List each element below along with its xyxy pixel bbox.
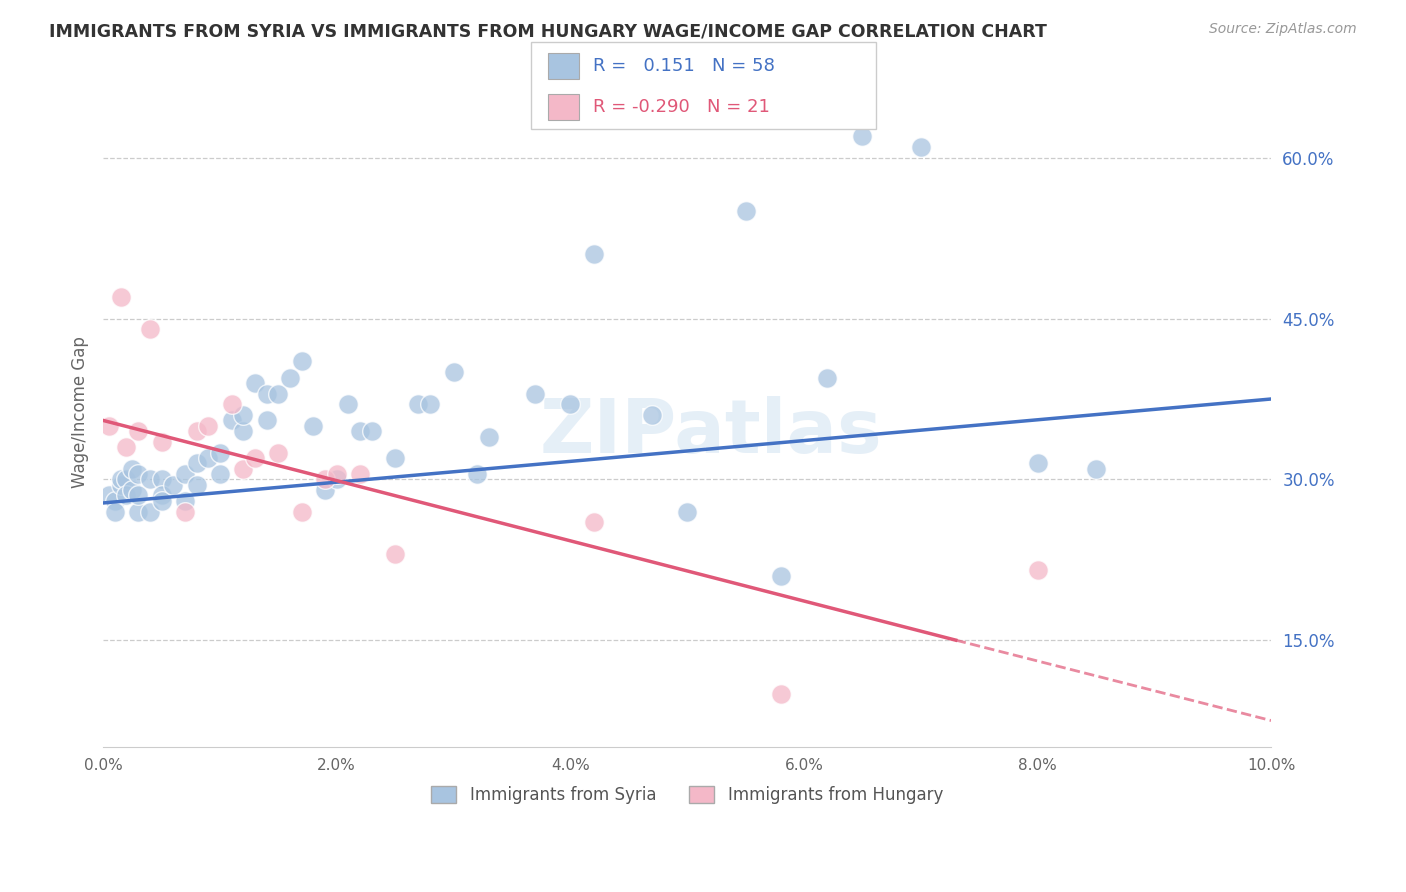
Point: [139, 472, 162, 486]
Point: [243, 450, 266, 465]
Point: [477, 429, 499, 443]
Point: [232, 461, 254, 475]
Point: [115, 440, 138, 454]
Point: [582, 515, 605, 529]
Point: [465, 467, 488, 481]
Point: [115, 472, 138, 486]
Point: [1026, 456, 1049, 470]
Point: [127, 424, 149, 438]
Point: [150, 434, 173, 449]
Point: [524, 386, 547, 401]
Point: [110, 472, 132, 486]
Point: [127, 504, 149, 518]
Point: [302, 418, 325, 433]
Point: [267, 386, 290, 401]
Point: [150, 488, 173, 502]
Point: [104, 493, 127, 508]
Text: IMMIGRANTS FROM SYRIA VS IMMIGRANTS FROM HUNGARY WAGE/INCOME GAP CORRELATION CHA: IMMIGRANTS FROM SYRIA VS IMMIGRANTS FROM…: [49, 22, 1047, 40]
Point: [186, 456, 208, 470]
Point: [208, 445, 231, 459]
Point: [115, 488, 138, 502]
Point: [291, 354, 314, 368]
Point: [560, 397, 582, 411]
Point: [314, 472, 336, 486]
Point: [360, 424, 382, 438]
Point: [110, 290, 132, 304]
Point: [174, 504, 197, 518]
Point: [325, 472, 347, 486]
Point: [443, 365, 465, 379]
Point: [139, 504, 162, 518]
Point: [278, 370, 301, 384]
Point: [162, 477, 184, 491]
Point: [221, 397, 243, 411]
Point: [851, 129, 873, 144]
Point: [110, 477, 132, 491]
Point: [232, 424, 254, 438]
Point: [769, 569, 792, 583]
Point: [910, 140, 932, 154]
Point: [291, 504, 314, 518]
Point: [582, 247, 605, 261]
Y-axis label: Wage/Income Gap: Wage/Income Gap: [72, 336, 89, 488]
Point: [197, 418, 219, 433]
Point: [186, 477, 208, 491]
Legend: Immigrants from Syria, Immigrants from Hungary: Immigrants from Syria, Immigrants from H…: [423, 778, 952, 813]
Point: [174, 493, 197, 508]
Point: [243, 376, 266, 390]
Point: [121, 461, 143, 475]
Point: [104, 504, 127, 518]
Point: [325, 467, 347, 481]
Point: [815, 370, 838, 384]
Point: [150, 472, 173, 486]
Point: [256, 386, 278, 401]
Point: [256, 413, 278, 427]
Point: [384, 450, 406, 465]
Point: [419, 397, 441, 411]
Point: [1026, 564, 1049, 578]
Point: [349, 467, 371, 481]
Text: ZIPatlas: ZIPatlas: [538, 396, 882, 469]
Point: [208, 467, 231, 481]
Point: [150, 493, 173, 508]
Point: [127, 488, 149, 502]
Point: [186, 424, 208, 438]
Text: Source: ZipAtlas.com: Source: ZipAtlas.com: [1209, 22, 1357, 37]
Point: [314, 483, 336, 497]
Point: [221, 413, 243, 427]
Point: [197, 450, 219, 465]
Point: [408, 397, 430, 411]
Point: [337, 397, 360, 411]
Point: [769, 687, 792, 701]
Point: [121, 483, 143, 497]
Point: [174, 467, 197, 481]
Point: [641, 408, 664, 422]
Point: [384, 548, 406, 562]
Point: [232, 408, 254, 422]
Point: [734, 204, 756, 219]
Point: [349, 424, 371, 438]
Text: R =   0.151   N = 58: R = 0.151 N = 58: [593, 57, 775, 75]
Point: [267, 445, 290, 459]
Text: R = -0.290   N = 21: R = -0.290 N = 21: [593, 98, 770, 116]
Point: [98, 418, 121, 433]
Point: [676, 504, 699, 518]
Point: [98, 488, 121, 502]
Point: [127, 467, 149, 481]
Point: [139, 322, 162, 336]
Point: [1084, 461, 1107, 475]
